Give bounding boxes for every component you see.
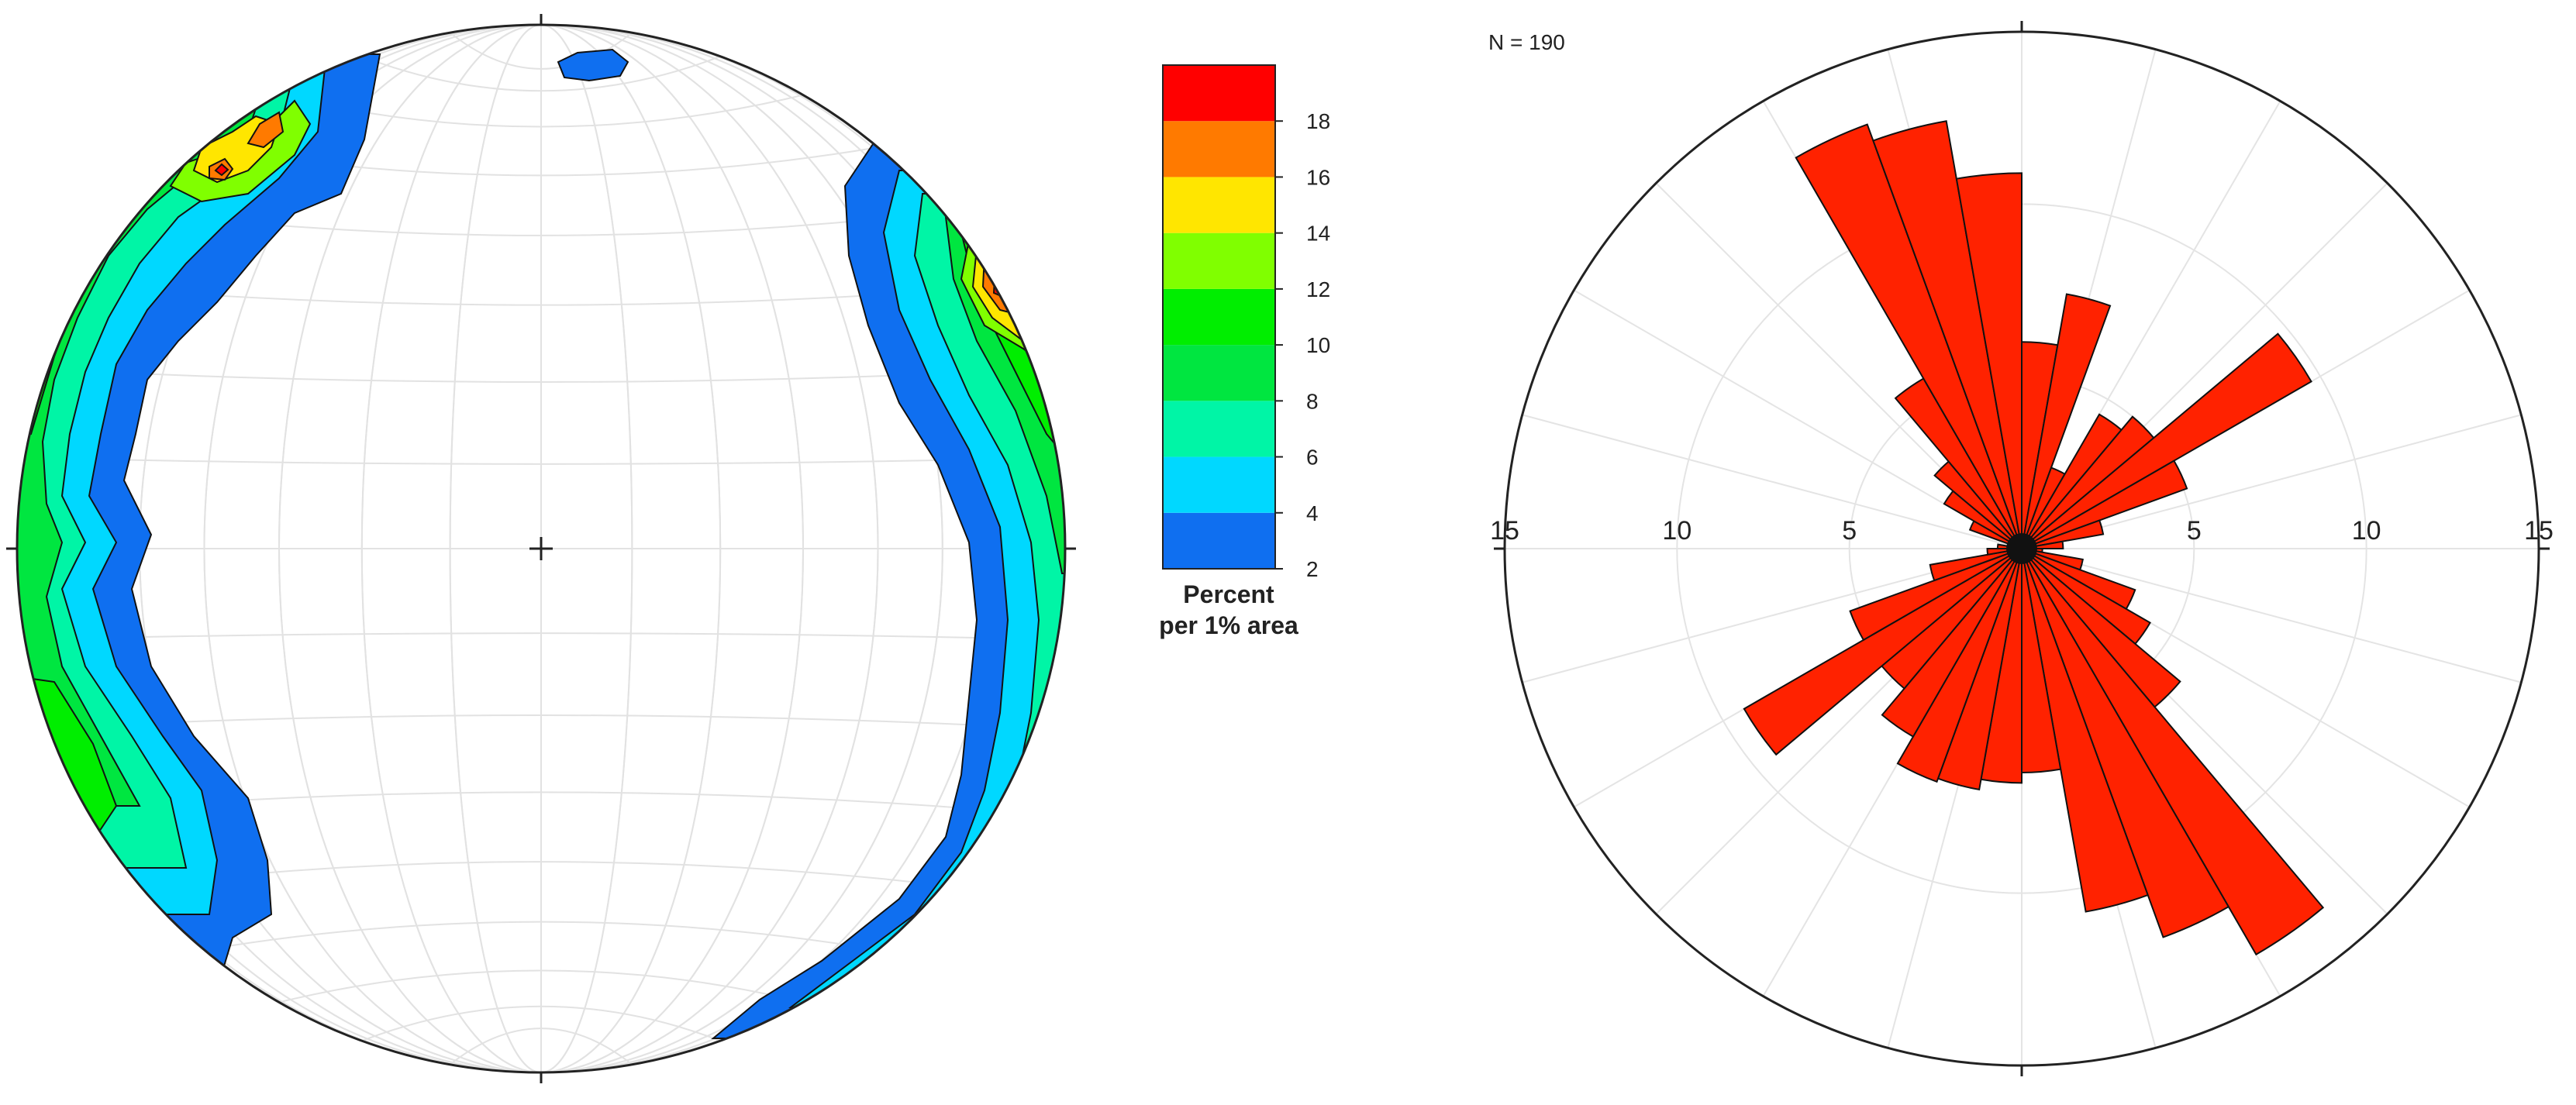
rose-axis-label: 15 (2524, 516, 2554, 546)
legend-title-line1: Percent (1183, 580, 1274, 608)
rose-petal (1849, 548, 2023, 642)
rose-petal (1743, 548, 2023, 756)
contour-band-16-nw (247, 111, 284, 149)
rose-petal (1872, 120, 2023, 549)
grid-parallel (449, 1028, 633, 1065)
legend-tick-label: 4 (1306, 501, 1319, 525)
legend-tick-label: 6 (1306, 446, 1319, 470)
rose-petal (1929, 548, 2023, 582)
rose-petals (1743, 120, 2325, 956)
rose-petal (2021, 548, 2150, 913)
grid-parallel (25, 632, 1057, 641)
legend-tick-labels: 2 4 6 8 10 12 14 16 18 (1275, 109, 1330, 581)
rose-axis-label: 5 (2187, 516, 2202, 546)
rose-petal (2021, 548, 2230, 938)
rose-axis-labels: 15 10 5 5 10 15 (1490, 516, 2554, 546)
legend-band (1163, 288, 1275, 346)
legend-color-bar (1162, 64, 1276, 570)
stereonet-chart (6, 14, 1076, 1083)
contour-band-2-n (557, 48, 629, 82)
rose-petal (1896, 548, 2023, 783)
rose-petal (2021, 293, 2112, 549)
grid-parallel (361, 1005, 721, 1042)
legend-tick-label: 12 (1306, 277, 1330, 301)
rose-center-dot (2006, 533, 2037, 564)
legend-tick-label: 2 (1306, 557, 1319, 581)
legend-tick-label: 10 (1306, 333, 1330, 357)
rose-axis-label: 10 (1662, 516, 1691, 546)
legend-frame (1162, 64, 1276, 570)
legend-tick-label: 18 (1306, 109, 1330, 133)
rose-petal (2021, 548, 2325, 956)
rose-count-title: N = 190 (1488, 30, 1565, 54)
legend-band (1163, 401, 1275, 457)
legend-tick-label: 14 (1306, 222, 1330, 246)
rose-petal (2021, 332, 2312, 549)
rose-grid-spoke (2021, 414, 2522, 549)
grid-parallel (204, 921, 878, 951)
rose-axis-label: 5 (1842, 516, 1857, 546)
rose-grid-spoke (1522, 414, 2023, 549)
center-cross (529, 537, 553, 560)
legend-band (1163, 65, 1275, 122)
legend-band (1163, 232, 1275, 289)
legend-title-line2: per 1% area (1159, 611, 1298, 639)
rose-axis-label: 10 (2352, 516, 2381, 546)
rose-petal (1955, 172, 2023, 549)
rose-petal (1881, 548, 2023, 738)
rose-petal (1795, 123, 2023, 549)
legend-band (1163, 512, 1275, 569)
rose-petal (2021, 460, 2188, 549)
legend-band (1163, 121, 1275, 177)
grid-parallel (361, 55, 721, 92)
legend-tick-label: 16 (1306, 165, 1330, 189)
grid-parallel (449, 32, 633, 70)
contour-band-14-sw (17, 773, 87, 862)
grid-parallel (25, 456, 1057, 465)
legend-band (1163, 456, 1275, 513)
legend-band (1163, 345, 1275, 401)
density-legend: 2 4 6 8 10 12 14 16 18 Percent per 1% area (1159, 64, 1330, 639)
rose-axis-label: 15 (1490, 516, 1519, 546)
rose-grid-spoke (2021, 548, 2522, 683)
contour-band-18-nw (214, 163, 229, 177)
grid-parallel (278, 969, 804, 1003)
rose-chart: 15 10 5 5 10 15 N = 190 (1488, 21, 2554, 1076)
contour-band-12-w (41, 201, 71, 328)
grid-parallel (48, 714, 1034, 729)
legend-tick-label: 8 (1306, 389, 1319, 413)
legend-band (1163, 177, 1275, 233)
rose-petal (2021, 519, 2105, 549)
